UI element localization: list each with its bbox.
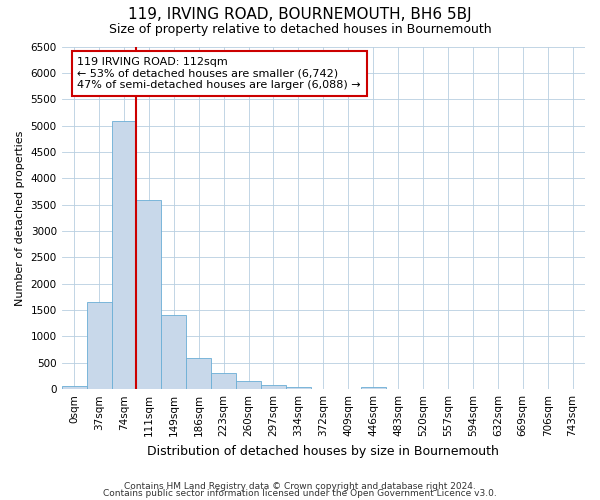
Text: 119 IRVING ROAD: 112sqm
← 53% of detached houses are smaller (6,742)
47% of semi: 119 IRVING ROAD: 112sqm ← 53% of detache… <box>77 57 361 90</box>
Bar <box>186 358 211 389</box>
Bar <box>136 200 161 389</box>
Bar <box>361 386 386 389</box>
Text: Contains HM Land Registry data © Crown copyright and database right 2024.: Contains HM Land Registry data © Crown c… <box>124 482 476 491</box>
Bar <box>112 122 136 389</box>
Bar <box>211 374 236 389</box>
Bar <box>286 386 311 389</box>
Text: Contains public sector information licensed under the Open Government Licence v3: Contains public sector information licen… <box>103 489 497 498</box>
Text: 119, IRVING ROAD, BOURNEMOUTH, BH6 5BJ: 119, IRVING ROAD, BOURNEMOUTH, BH6 5BJ <box>128 8 472 22</box>
Bar <box>236 382 261 389</box>
Bar <box>261 385 286 389</box>
Bar <box>62 386 86 389</box>
Bar <box>161 316 186 389</box>
Text: Size of property relative to detached houses in Bournemouth: Size of property relative to detached ho… <box>109 22 491 36</box>
Y-axis label: Number of detached properties: Number of detached properties <box>15 130 25 306</box>
X-axis label: Distribution of detached houses by size in Bournemouth: Distribution of detached houses by size … <box>148 444 499 458</box>
Bar <box>86 302 112 389</box>
